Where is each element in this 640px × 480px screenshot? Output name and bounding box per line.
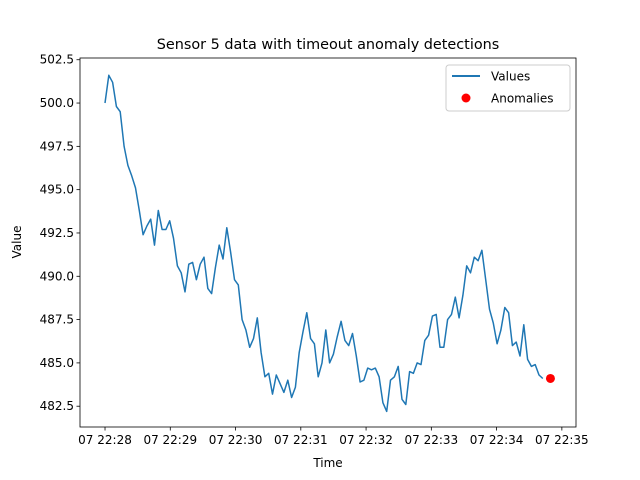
series-line-values bbox=[104, 74, 544, 413]
y-tick-label: 492.5 bbox=[40, 226, 74, 240]
y-tick-label: 502.5 bbox=[40, 53, 74, 67]
x-axis-label: Time bbox=[312, 456, 342, 470]
y-axis-label: Value bbox=[10, 226, 24, 259]
x-axis: 07 22:28 07 22:29 07 22:30 07 22:31 07 22:32… bbox=[78, 427, 589, 447]
y-tick-label: 487.5 bbox=[40, 313, 74, 327]
y-tick-label: 500.0 bbox=[40, 96, 74, 110]
anomaly-point bbox=[545, 373, 555, 383]
legend-entry-values: Values bbox=[491, 70, 530, 84]
y-tick-label: 490.0 bbox=[40, 269, 74, 283]
plot-frame bbox=[80, 58, 576, 427]
x-tick-label: 07 22:34 bbox=[470, 433, 524, 447]
legend-entry-anomalies: Anomalies bbox=[491, 92, 554, 106]
legend: Values Anomalies bbox=[445, 64, 571, 112]
x-tick-label: 07 22:30 bbox=[209, 433, 263, 447]
x-tick-label: 07 22:32 bbox=[339, 433, 393, 447]
chart-title: Sensor 5 data with timeout anomaly detec… bbox=[157, 37, 500, 53]
x-tick-label: 07 22:28 bbox=[78, 433, 132, 447]
plot-area bbox=[79, 57, 577, 428]
x-tick-label: 07 22:29 bbox=[143, 433, 197, 447]
y-tick-label: 495.0 bbox=[40, 183, 74, 197]
y-tick-label: 485.0 bbox=[40, 356, 74, 370]
x-tick-label: 07 22:31 bbox=[274, 433, 328, 447]
x-tick-label: 07 22:35 bbox=[535, 433, 589, 447]
series-layer bbox=[104, 74, 544, 413]
plot-border bbox=[79, 57, 577, 428]
anomaly-layer bbox=[545, 373, 555, 383]
legend-dot-swatch bbox=[461, 93, 471, 103]
y-axis: 482.5 485.0 487.5 490.0 492.5 495.0 497.5 500.0… bbox=[40, 53, 80, 413]
y-tick-label: 482.5 bbox=[40, 399, 74, 413]
x-tick-label: 07 22:33 bbox=[404, 433, 458, 447]
y-tick-label: 497.5 bbox=[40, 139, 74, 153]
